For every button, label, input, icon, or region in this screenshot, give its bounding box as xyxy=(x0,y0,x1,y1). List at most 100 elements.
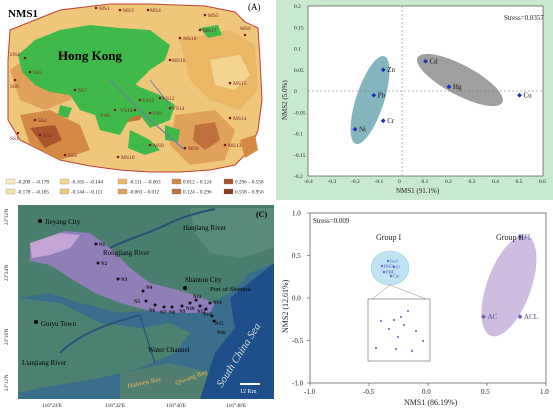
group-2-label: Group II xyxy=(496,233,524,242)
x-tick-label: -0.4 xyxy=(304,179,313,185)
panel-c-tag: (C) xyxy=(256,210,267,219)
label-guiyu: Guiyu Town xyxy=(41,320,76,328)
legend-swatch xyxy=(223,188,234,195)
legend-label: 0.124 – 0.296 xyxy=(183,190,212,196)
y-tick-label: 0.1 xyxy=(294,47,301,53)
cluster-label: Chr xyxy=(393,274,400,279)
sea-area xyxy=(200,263,274,399)
label-lianjiang: Lianjiang River xyxy=(22,359,67,367)
svg-text:N5: N5 xyxy=(134,300,141,305)
y-tick-label: 0.2 xyxy=(294,4,301,10)
y-tick-label: -0.05 xyxy=(294,110,306,116)
y-tick-label: -0.1 xyxy=(294,132,303,138)
svg-text:23°24'N: 23°24'N xyxy=(5,264,10,281)
svg-text:MS13: MS13 xyxy=(228,143,242,149)
inset-point xyxy=(402,323,406,327)
inset-point xyxy=(374,346,378,350)
x-tick-label: -0.3 xyxy=(328,179,337,185)
cluster-label: BaA xyxy=(390,259,399,264)
y-tick-label-d: 0.5 xyxy=(292,252,301,260)
svg-text:N13: N13 xyxy=(203,313,212,318)
panel-a-tag: (A) xyxy=(248,2,261,12)
legend-swatch xyxy=(59,188,70,195)
inset-point xyxy=(394,347,398,351)
data-point-d xyxy=(481,314,486,320)
svg-text:N14: N14 xyxy=(213,301,222,306)
inset-point xyxy=(399,315,403,319)
svg-text:N11: N11 xyxy=(193,295,202,300)
label-shantou: Shantou City xyxy=(185,276,222,284)
svg-text:N9: N9 xyxy=(179,310,186,315)
panel-a-contour-map: MS1 MS3 MS4 MS5 MS17 MS16 MS15 MS14 MS13… xyxy=(0,0,272,200)
point-label: Cr xyxy=(387,117,395,125)
svg-text:N16: N16 xyxy=(217,331,226,336)
point-label-d: ACL xyxy=(524,313,538,321)
group-ellipse-left xyxy=(350,56,390,144)
point-label-d: AC xyxy=(487,313,497,321)
legend: -0.200 – -0.178 -0.165 – -0.144 -0.111 – -… xyxy=(5,178,264,196)
inset-point xyxy=(414,329,418,333)
panel-d-nms-plot: -1.0 -0.5 0.0 0.5 1.0 1.0 0.5 0.0 -0.5 -1.0 FL AC A… xyxy=(276,203,553,410)
y-tick-label-d: -1.0 xyxy=(292,380,304,388)
svg-text:VS11: VS11 xyxy=(142,98,155,104)
svg-text:N12: N12 xyxy=(197,310,206,315)
y-tick-label: 0 xyxy=(294,89,297,95)
point-label: Zn xyxy=(387,66,395,74)
cluster-point xyxy=(380,264,384,268)
legend-label: 0.012 – 0.124 xyxy=(183,180,212,186)
svg-text:MS5: MS5 xyxy=(208,13,219,19)
data-point xyxy=(380,118,386,124)
legend-swatch xyxy=(171,188,182,195)
label-port: Port of Shantou xyxy=(210,286,252,293)
x-tick-label: -0.2 xyxy=(351,179,360,185)
hong-kong-landmass xyxy=(18,25,175,135)
svg-text:N7: N7 xyxy=(160,311,167,316)
point-label-d: FL xyxy=(524,233,532,241)
x-tick-label-d: 0.0 xyxy=(422,388,431,396)
satellite-map-svg: N1 N2 N3 N4 N5 N6 N7 N8 N9 N10 N11 N12 N… xyxy=(0,203,276,410)
label-jieyang: Jieyang City xyxy=(45,218,81,226)
group-2-ellipse xyxy=(481,235,537,337)
x-axis-label-d: NMS1 (86.19%) xyxy=(404,398,458,407)
legend-label: 0.296 – 0.558 xyxy=(235,180,264,186)
site-markers: MS1 MS3 MS4 MS5 MS17 MS16 MS15 MS14 MS13… xyxy=(10,6,251,161)
svg-text:SS7: SS7 xyxy=(78,88,87,94)
svg-text:MS14: MS14 xyxy=(233,116,247,122)
svg-text:116°24'E: 116°24'E xyxy=(42,402,63,409)
x-tick-label-d: 1.0 xyxy=(540,388,549,396)
scale-bar: 12 Km xyxy=(240,389,257,395)
x-tick-label: 0.4 xyxy=(492,179,499,185)
legend-label: -0.200 – -0.178 xyxy=(17,180,49,186)
legend-swatch xyxy=(223,178,234,185)
svg-text:SS2: SS2 xyxy=(38,118,47,124)
legend-label: -0.178 – -0.165 xyxy=(17,190,49,196)
svg-text:SS1: SS1 xyxy=(10,136,19,142)
y-tick-label-d: 1.0 xyxy=(292,210,301,218)
nms-plot-d-svg: -1.0 -0.5 0.0 0.5 1.0 1.0 0.5 0.0 -0.5 -1.0 FL AC A… xyxy=(276,203,553,410)
label-hanjiang: Hanjiang River xyxy=(183,224,227,232)
svg-text:23°16'N: 23°16'N xyxy=(5,328,10,345)
svg-text:116°48'E: 116°48'E xyxy=(226,402,247,409)
legend-swatch xyxy=(171,178,182,185)
point-label: Ni xyxy=(359,125,366,133)
svg-text:23°12'N: 23°12'N xyxy=(5,374,10,391)
svg-text:N2: N2 xyxy=(101,262,108,267)
svg-text:N10: N10 xyxy=(186,307,195,312)
x-tick-label: 0.2 xyxy=(445,179,452,185)
svg-text:116°32'E: 116°32'E xyxy=(105,402,126,409)
svg-text:MS6: MS6 xyxy=(240,26,251,32)
x-axis-label: NMS1 (91.1%) xyxy=(396,187,440,195)
x-tick-label-d: 0.5 xyxy=(481,388,490,396)
legend-label: -0.111 – -0.063 xyxy=(129,180,161,186)
cluster-label: Fl xyxy=(396,265,401,270)
svg-text:SS3: SS3 xyxy=(43,133,52,139)
x-tick-label: 0.1 xyxy=(422,179,429,185)
inset-plot xyxy=(367,298,431,362)
svg-text:SS5: SS5 xyxy=(33,70,42,76)
svg-text:MS9: MS9 xyxy=(153,143,164,149)
svg-text:SS4: SS4 xyxy=(68,153,77,159)
svg-text:MS8: MS8 xyxy=(188,146,199,152)
x-tick-label: 0.6 xyxy=(539,179,546,185)
x-tick-label-d: -1.0 xyxy=(304,388,316,396)
inset-point xyxy=(421,339,425,343)
